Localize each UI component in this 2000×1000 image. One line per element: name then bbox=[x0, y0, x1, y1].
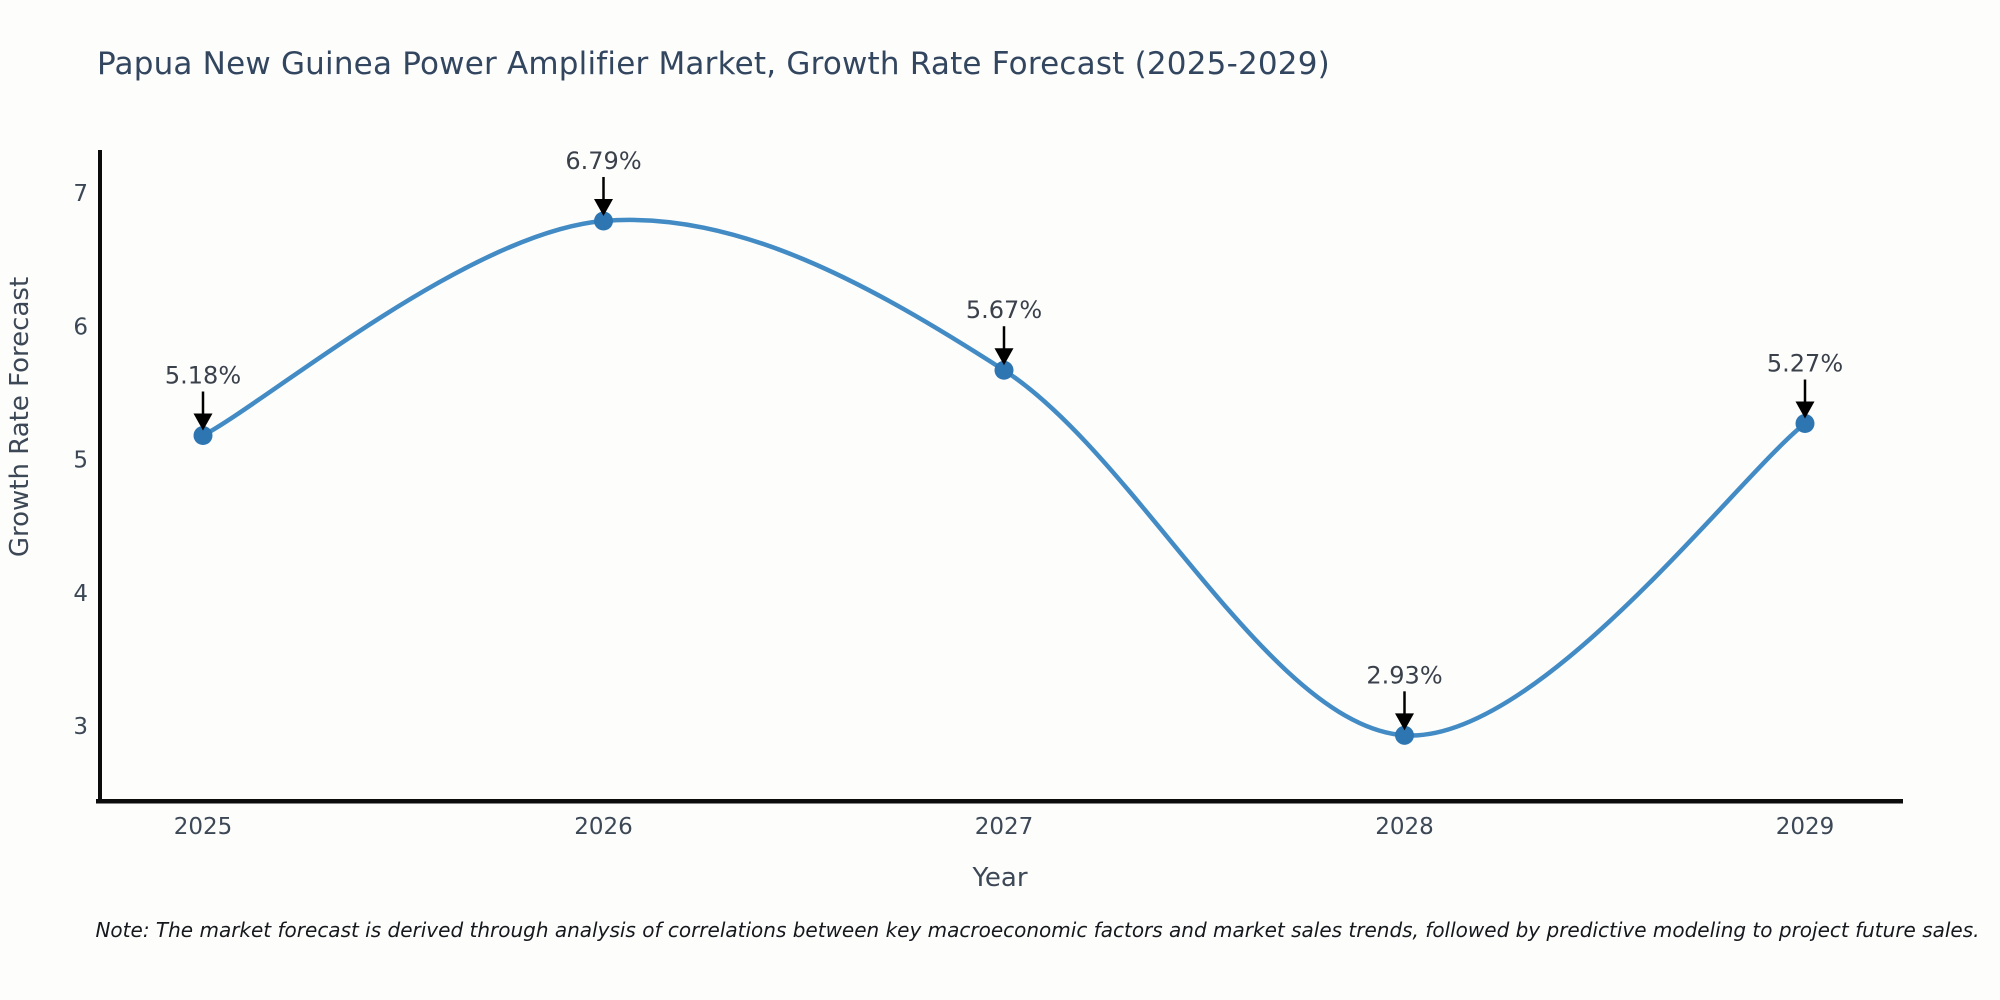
x-tick-label: 2027 bbox=[975, 814, 1034, 840]
x-tick-label: 2028 bbox=[1375, 814, 1434, 840]
chart-title: Papua New Guinea Power Amplifier Market,… bbox=[97, 46, 1330, 82]
annotation-arrow-head bbox=[594, 198, 613, 216]
x-axis-title: Year bbox=[971, 863, 1027, 893]
data-point-marker bbox=[193, 426, 213, 446]
data-point-marker bbox=[994, 360, 1014, 380]
y-axis-title: Growth Rate Forecast bbox=[5, 277, 35, 557]
data-point-label: 6.79% bbox=[565, 147, 641, 175]
annotation-arrow-head bbox=[1395, 713, 1414, 731]
footnote: Note: The market forecast is derived thr… bbox=[95, 918, 1980, 942]
x-axis-spine bbox=[96, 799, 1903, 804]
data-point-marker bbox=[594, 211, 613, 231]
x-tick-label: 2025 bbox=[174, 814, 233, 840]
annotation-arrow-head bbox=[994, 348, 1014, 366]
annotation-arrow-head bbox=[193, 413, 213, 431]
data-point-marker bbox=[1795, 414, 1815, 434]
trend-line bbox=[200, 217, 1808, 738]
annotation-arrow-head bbox=[1795, 401, 1815, 419]
data-point-label: 5.27% bbox=[1767, 350, 1843, 378]
data-point-marker bbox=[1395, 725, 1414, 745]
x-tick-label: 2029 bbox=[1776, 814, 1835, 840]
data-point-label: 2.93% bbox=[1366, 661, 1442, 689]
data-point-label: 5.18% bbox=[165, 362, 241, 390]
y-tick-label: 6 bbox=[73, 314, 88, 340]
y-axis-spine bbox=[98, 150, 102, 803]
y-tick-label: 7 bbox=[73, 181, 88, 207]
x-tick-label: 2026 bbox=[574, 814, 633, 840]
data-point-label: 5.67% bbox=[966, 296, 1042, 324]
y-tick-label: 5 bbox=[73, 448, 88, 474]
y-tick-label: 3 bbox=[73, 714, 88, 740]
y-tick-label: 4 bbox=[73, 581, 88, 607]
